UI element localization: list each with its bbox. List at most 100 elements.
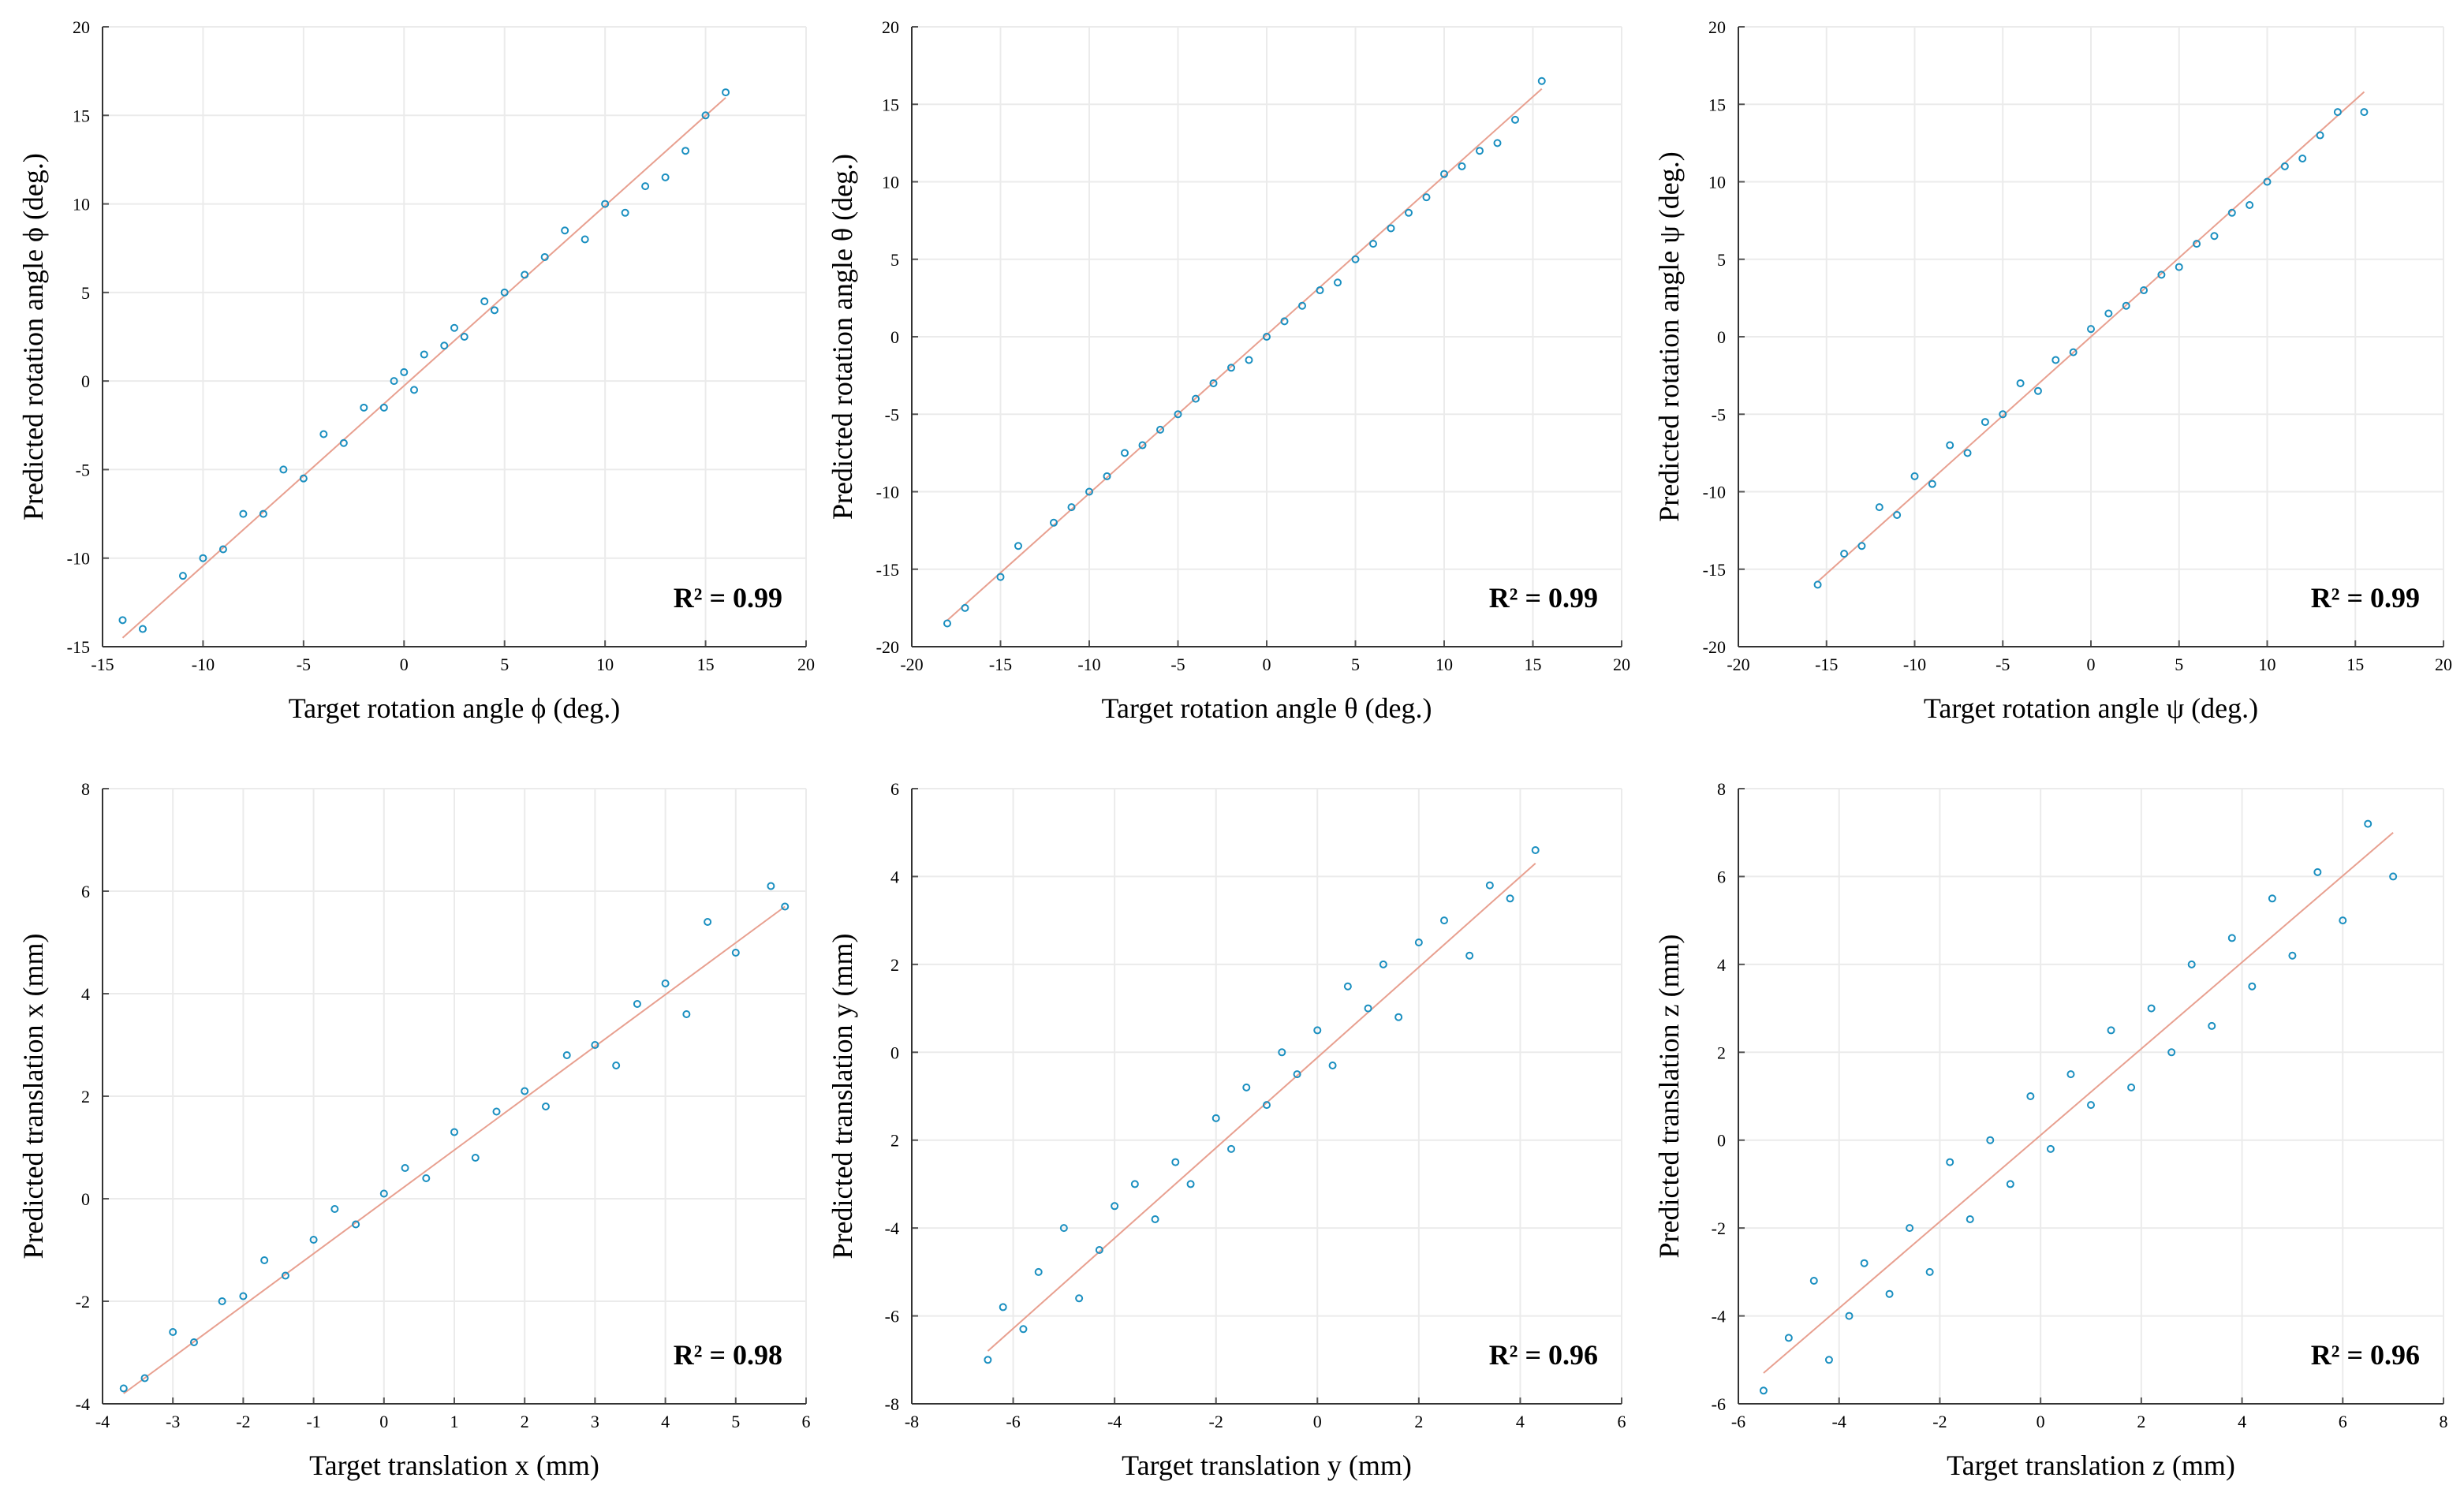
scatter-point <box>420 350 428 359</box>
scatter-point <box>1857 542 1866 550</box>
scatter-point <box>1414 938 1423 946</box>
scatter-point <box>360 403 368 412</box>
y-tick-label: 10 <box>1708 173 1726 192</box>
x-tick-label: 5 <box>2175 655 2183 674</box>
scatter-point <box>1192 394 1200 403</box>
x-axis-label: Target rotation angle θ (deg.) <box>1102 692 1432 724</box>
scatter-point <box>1034 1267 1043 1276</box>
scatter-point <box>218 1297 226 1305</box>
x-axis-label: Target translation z (mm) <box>1947 1450 2235 1481</box>
scatter-point <box>1910 472 1919 480</box>
scatter-point <box>2104 309 2113 318</box>
y-tick-label: 2 <box>890 955 899 975</box>
scatter-point <box>1293 1070 1301 1079</box>
x-tick-label: -15 <box>91 655 114 674</box>
x-tick-label: 0 <box>1313 1412 1322 1431</box>
scatter-point <box>1966 1215 1974 1223</box>
scatter-point <box>1906 1224 1914 1233</box>
x-tick-label: 6 <box>1618 1412 1626 1431</box>
y-tick-label: 15 <box>882 95 899 114</box>
scatter-point <box>2157 271 2166 279</box>
scatter-point <box>480 297 489 306</box>
scatter-point <box>2263 177 2272 186</box>
x-tick-label: 2 <box>521 1412 529 1431</box>
y-tick-label: 0 <box>81 371 90 391</box>
y-tick-label: -4 <box>76 1394 90 1414</box>
annotation: R² = 0.96 <box>2311 1339 2420 1371</box>
scatter-point <box>1351 255 1360 263</box>
scatter-point <box>2122 301 2130 310</box>
fit-line <box>987 862 1536 1352</box>
x-tick-label: -20 <box>1727 655 1749 674</box>
scatter-point <box>2016 379 2025 387</box>
x-tick-label: -2 <box>1932 1412 1947 1431</box>
fit-line <box>121 97 726 639</box>
y-axis-label: Predicted translation z (mm) <box>1653 935 1685 1259</box>
y-tick-label: 0 <box>890 327 899 347</box>
y-tick-label: -20 <box>876 637 899 657</box>
scatter-point <box>2246 200 2254 209</box>
scatter-point <box>1263 333 1271 341</box>
y-tick-label: 2 <box>1717 1043 1726 1062</box>
scatter-point <box>2147 1004 2156 1013</box>
scatter-point <box>1379 960 1387 968</box>
y-tick-label: 6 <box>81 882 90 901</box>
x-tick-label: -5 <box>1995 655 2010 674</box>
scatter-point <box>2167 1048 2176 1057</box>
scatter-point <box>1946 1158 1954 1166</box>
scatter-point <box>1111 1202 1119 1211</box>
scatter-point <box>460 333 469 341</box>
subplot: -20 -15 -10 -5 0 5 10 15 20 -20 -15 -10 -5 0 5 10 15 20 Ta… <box>1653 17 2452 724</box>
x-tick-label: 0 <box>400 655 409 674</box>
scatter-point <box>2006 1180 2014 1188</box>
scatter-point <box>1493 139 1502 147</box>
scatter-point <box>352 1220 360 1229</box>
x-tick-label: -3 <box>166 1412 180 1431</box>
x-tick-label: 20 <box>1613 655 1630 674</box>
scatter-point <box>330 1205 339 1213</box>
y-tick-label: -2 <box>1712 1218 1726 1238</box>
scatter-point <box>259 509 267 518</box>
scatter-point <box>1893 510 1902 519</box>
x-tick-label: -4 <box>95 1412 110 1431</box>
scatter-point <box>118 616 127 625</box>
x-tick-label: 10 <box>2259 655 2276 674</box>
scatter-point <box>1316 286 1324 295</box>
scatter-point <box>2248 982 2257 991</box>
scatter-point <box>1928 479 1936 488</box>
scatter-point <box>169 1328 177 1336</box>
scatter-point <box>1014 542 1022 550</box>
scatter-point <box>1986 1136 1995 1144</box>
scatter-point <box>1511 115 1519 124</box>
y-tick-label: 0 <box>890 1043 899 1062</box>
y-tick-label: -8 <box>885 1394 899 1414</box>
x-tick-label: 4 <box>2238 1412 2246 1431</box>
scatter-point <box>400 368 409 376</box>
scatter-point <box>1840 550 1849 558</box>
scatter-point <box>2210 232 2219 241</box>
scatter-point <box>239 509 248 518</box>
scatter-point <box>2389 872 2398 881</box>
scatter-point <box>189 1338 198 1346</box>
y-tick-label: 0 <box>81 1189 90 1209</box>
y-tick-label: -15 <box>876 560 899 580</box>
y-tick-label: -10 <box>1703 483 1726 502</box>
subplot: -8 -6 -4 -2 0 2 4 6 -8 -6 -4 2 0 2 4 6 Target translatio… <box>827 779 1626 1481</box>
scatter-point <box>138 625 147 633</box>
scatter-point <box>1440 170 1448 178</box>
scatter-point <box>1334 278 1342 287</box>
x-tick-label: 0 <box>379 1412 388 1431</box>
scatter-point <box>299 474 308 483</box>
scatter-point <box>943 619 951 628</box>
scatter-point <box>722 88 730 97</box>
scatter-point <box>1174 410 1182 419</box>
x-tick-label: -20 <box>900 655 923 674</box>
scatter-point <box>2227 934 2236 942</box>
x-tick-label: 0 <box>2087 655 2096 674</box>
x-tick-label: -6 <box>1006 1412 1020 1431</box>
y-tick-label: -15 <box>67 637 90 657</box>
annotation: R² = 0.99 <box>674 582 782 614</box>
scatter-point <box>2193 240 2201 248</box>
scatter-point <box>1186 1180 1195 1188</box>
